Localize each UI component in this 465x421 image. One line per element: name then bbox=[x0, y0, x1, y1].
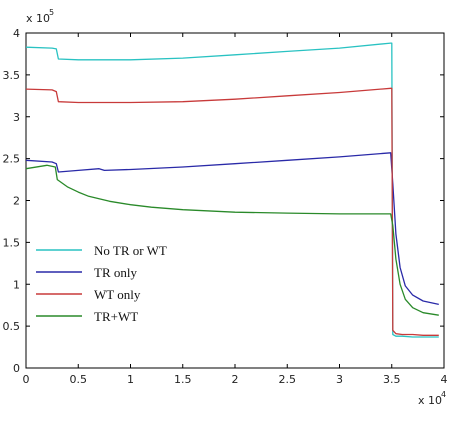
x-tick-label: 2 bbox=[232, 373, 239, 386]
y-multiplier-exponent: 5 bbox=[49, 8, 54, 17]
legend-label-3: TR+WT bbox=[94, 309, 138, 324]
y-multiplier: x 10 5 bbox=[26, 8, 54, 25]
x-tick-label: 3.5 bbox=[383, 373, 401, 386]
legend-label-1: TR only bbox=[94, 265, 137, 280]
y-tick-label: 1 bbox=[13, 278, 20, 291]
y-tick-label: 3 bbox=[13, 111, 20, 124]
x-multiplier-base: x 10 bbox=[418, 394, 442, 407]
series-line-1 bbox=[25, 152, 439, 306]
y-tick-label: 3.5 bbox=[3, 69, 21, 82]
x-tick-label: 0.5 bbox=[70, 373, 88, 386]
legend-label-2: WT only bbox=[94, 287, 141, 302]
axes-box bbox=[25, 32, 445, 369]
x-multiplier: x 10 4 bbox=[418, 390, 446, 407]
y-multiplier-base: x 10 bbox=[26, 12, 50, 25]
y-tick-label: 0.5 bbox=[3, 320, 21, 333]
x-tick-label: 1 bbox=[127, 373, 134, 386]
y-tick-label: 1.5 bbox=[3, 236, 21, 249]
y-tick-label: 2 bbox=[13, 195, 20, 208]
x-tick-label: 3 bbox=[336, 373, 343, 386]
legend: No TR or WT TR only WT only TR+WT bbox=[36, 243, 167, 324]
x-multiplier-exponent: 4 bbox=[441, 390, 446, 399]
plot-area: 0 0.5 1 1.5 2 2.5 3 3.5 4 0 0.5 1 1.5 2 2.5 3 3.5 4 bbox=[3, 27, 448, 386]
series-group bbox=[25, 42, 439, 338]
tick-group: 0 0.5 1 1.5 2 2.5 3 3.5 4 0 0.5 1 1.5 2 2.5 3 3.5 4 bbox=[3, 27, 448, 386]
y-tick-label: 4 bbox=[13, 27, 20, 40]
x-tick-label: 2.5 bbox=[279, 373, 297, 386]
x-tick-label: 0 bbox=[23, 373, 30, 386]
y-tick-label: 2.5 bbox=[3, 153, 21, 166]
x-tick-label: 4 bbox=[441, 373, 448, 386]
series-line-2 bbox=[25, 87, 439, 336]
y-tick-label: 0 bbox=[13, 362, 20, 375]
legend-label-0: No TR or WT bbox=[94, 243, 167, 258]
series-line-0 bbox=[25, 42, 439, 338]
x-tick-label: 1.5 bbox=[174, 373, 192, 386]
series-line-3 bbox=[25, 164, 439, 316]
